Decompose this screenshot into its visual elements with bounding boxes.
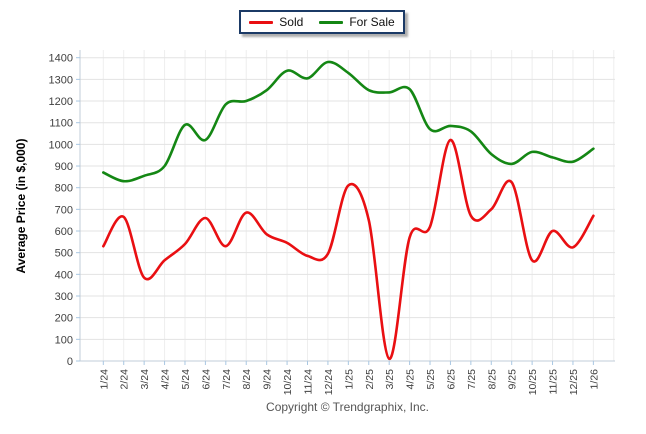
x-tick-label: 12/25 — [568, 369, 580, 395]
series-lines — [102, 60, 595, 361]
x-tick-label: 3/24 — [139, 369, 151, 390]
x-tick-label: 5/24 — [180, 369, 192, 390]
x-tick-label: 11/24 — [303, 369, 315, 395]
axes — [79, 50, 615, 362]
y-tick-label: 800 — [55, 183, 73, 195]
x-tick-label: 4/24 — [160, 369, 172, 390]
legend-label-for-sale: For Sale — [349, 15, 395, 29]
y-tick-label: 1300 — [49, 74, 73, 86]
y-tick-label: 900 — [55, 161, 73, 173]
y-tick-label: 1000 — [49, 139, 73, 151]
x-tick-label: 1/24 — [98, 369, 110, 390]
y-tick-label: 1400 — [49, 53, 73, 65]
y-tick-label: 1200 — [49, 96, 73, 108]
x-tick-label: 10/25 — [527, 369, 539, 395]
x-tick-label: 7/25 — [466, 369, 478, 390]
x-tick-label: 5/25 — [425, 369, 437, 390]
x-tick-label: 1/26 — [588, 369, 600, 390]
x-tick-label: 9/25 — [507, 369, 519, 390]
y-tick-label: 200 — [55, 313, 73, 325]
y-tick-label: 500 — [55, 248, 73, 260]
sold-line-swatch — [249, 20, 274, 24]
x-tick-label: 4/25 — [405, 369, 417, 390]
vertical-gridlines — [102, 50, 615, 361]
x-tick-label: 8/24 — [241, 369, 253, 390]
y-tick-label: 1100 — [49, 118, 73, 130]
x-tick-label: 12/24 — [323, 369, 335, 395]
legend-item-for-sale: For Sale — [319, 15, 395, 29]
y-tick-label: 400 — [55, 269, 73, 281]
x-tick-label: 6/24 — [200, 369, 212, 390]
y-tick-label: 0 — [67, 356, 73, 368]
y-axis-title: Average Price (in $,000) — [14, 138, 28, 274]
x-tick-label: 8/25 — [486, 369, 498, 390]
for-sale-line — [102, 60, 595, 183]
legend-label-sold: Sold — [279, 15, 304, 29]
legend: Sold For Sale — [239, 10, 405, 34]
tick-marks — [76, 57, 594, 365]
x-tick-label: 7/24 — [221, 369, 233, 390]
y-tick-label: 100 — [55, 334, 73, 346]
x-tick-label: 2/25 — [364, 369, 376, 390]
y-axis-labels: 0 100 200 300 400 500 600 700 800 900 1000 1100 1200… — [49, 53, 73, 368]
y-tick-label: 700 — [55, 204, 73, 216]
x-tick-label: 2/24 — [119, 369, 131, 390]
legend-item-sold: Sold — [249, 16, 303, 28]
x-tick-label: 3/25 — [384, 369, 396, 390]
x-tick-label: 11/25 — [548, 369, 560, 395]
y-tick-label: 300 — [55, 291, 73, 303]
y-tick-label: 600 — [55, 226, 73, 238]
sold-line — [102, 138, 595, 361]
horizontal-gridlines — [80, 57, 615, 362]
x-tick-label: 6/25 — [445, 369, 457, 390]
x-tick-label: 9/24 — [262, 369, 274, 390]
x-tick-label: 10/24 — [282, 369, 294, 395]
x-tick-label: 1/25 — [343, 369, 355, 390]
for-sale-line-swatch — [319, 20, 344, 24]
copyright-text: Copyright © Trendgraphix, Inc. — [266, 400, 429, 414]
x-axis-labels: 1/24 2/24 3/24 4/24 5/24 6/24 7/24 8/24 9/24 10/2… — [98, 369, 600, 395]
